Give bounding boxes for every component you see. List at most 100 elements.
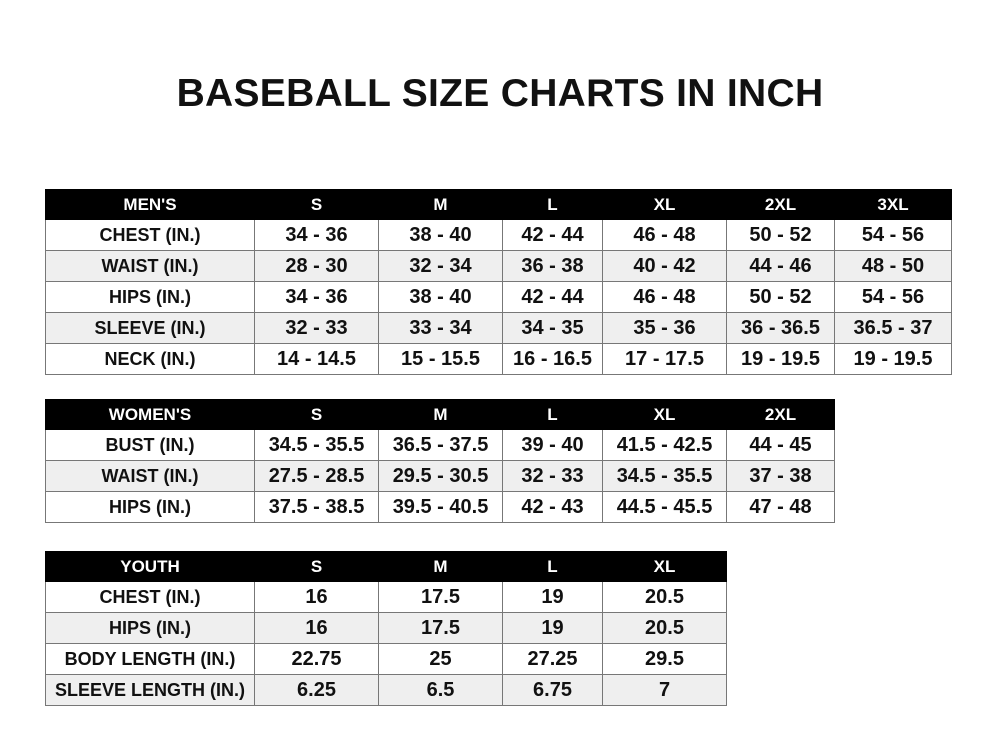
size-value-cell: 47 - 48 xyxy=(726,491,835,523)
size-value-cell: 44 - 45 xyxy=(726,429,835,461)
size-value-cell: 36 - 38 xyxy=(502,250,603,282)
size-value-cell: 17 - 17.5 xyxy=(602,343,727,375)
size-value-cell: 42 - 44 xyxy=(502,281,603,313)
table-row: NECK (IN.) 14 - 14.5 15 - 15.5 16 - 16.5 17 … xyxy=(45,343,952,375)
size-value-cell: 37.5 - 38.5 xyxy=(254,491,379,523)
category-header: WOMEN'S xyxy=(45,399,255,430)
youth-size-table: YOUTH S M L XL CHEST (IN.) 16 17.5 19 20.5 HIPS (I… xyxy=(45,551,727,706)
size-header: L xyxy=(502,399,603,430)
size-value-cell: 28 - 30 xyxy=(254,250,379,282)
size-value-cell: 46 - 48 xyxy=(602,281,727,313)
header-row: MEN'S S M L XL 2XL 3XL xyxy=(45,189,952,220)
measurement-label: SLEEVE LENGTH (IN.) xyxy=(45,674,255,706)
size-header: S xyxy=(254,189,379,220)
size-value-cell: 36 - 36.5 xyxy=(726,312,835,344)
women-size-table: WOMEN'S S M L XL 2XL BUST (IN.) 34.5 - 35.5 36.5… xyxy=(45,399,835,523)
table-row: HIPS (IN.) 37.5 - 38.5 39.5 - 40.5 42 - 43 4… xyxy=(45,491,835,523)
size-value-cell: 32 - 33 xyxy=(254,312,379,344)
size-header: S xyxy=(254,551,379,582)
category-header: MEN'S xyxy=(45,189,255,220)
page-title: BASEBALL SIZE CHARTS IN INCH xyxy=(176,72,824,115)
size-value-cell: 34 - 36 xyxy=(254,281,379,313)
table-row: CHEST (IN.) 16 17.5 19 20.5 xyxy=(45,581,727,613)
size-value-cell: 34.5 - 35.5 xyxy=(602,460,727,492)
size-value-cell: 14 - 14.5 xyxy=(254,343,379,375)
size-value-cell: 44 - 46 xyxy=(726,250,835,282)
size-value-cell: 19 xyxy=(502,581,603,613)
size-value-cell: 34 - 36 xyxy=(254,219,379,251)
table-row: WAIST (IN.) 27.5 - 28.5 29.5 - 30.5 32 - 33… xyxy=(45,460,835,492)
size-value-cell: 6.25 xyxy=(254,674,379,706)
size-value-cell: 36.5 - 37.5 xyxy=(378,429,503,461)
size-value-cell: 40 - 42 xyxy=(602,250,727,282)
table-row: BUST (IN.) 34.5 - 35.5 36.5 - 37.5 39 - 40 4… xyxy=(45,429,835,461)
size-value-cell: 16 xyxy=(254,581,379,613)
size-value-cell: 19 xyxy=(502,612,603,644)
category-header: YOUTH xyxy=(45,551,255,582)
size-value-cell: 6.75 xyxy=(502,674,603,706)
size-value-cell: 44.5 - 45.5 xyxy=(602,491,727,523)
size-value-cell: 38 - 40 xyxy=(378,219,503,251)
header-row: WOMEN'S S M L XL 2XL xyxy=(45,399,835,430)
size-value-cell: 16 xyxy=(254,612,379,644)
size-value-cell: 17.5 xyxy=(378,612,503,644)
size-value-cell: 34 - 35 xyxy=(502,312,603,344)
table-row: HIPS (IN.) 34 - 36 38 - 40 42 - 44 46 - 48 50… xyxy=(45,281,952,313)
measurement-label: CHEST (IN.) xyxy=(45,581,255,613)
size-value-cell: 54 - 56 xyxy=(834,281,952,313)
measurement-label: NECK (IN.) xyxy=(45,343,255,375)
size-value-cell: 7 xyxy=(602,674,727,706)
table-row: HIPS (IN.) 16 17.5 19 20.5 xyxy=(45,612,727,644)
size-value-cell: 20.5 xyxy=(602,581,727,613)
size-value-cell: 39 - 40 xyxy=(502,429,603,461)
measurement-label: BUST (IN.) xyxy=(45,429,255,461)
men-size-table: MEN'S S M L XL 2XL 3XL CHEST (IN.) 34 - 36 38 - 4… xyxy=(45,189,952,375)
size-value-cell: 37 - 38 xyxy=(726,460,835,492)
size-value-cell: 38 - 40 xyxy=(378,281,503,313)
size-header: M xyxy=(378,551,503,582)
size-value-cell: 27.5 - 28.5 xyxy=(254,460,379,492)
size-value-cell: 54 - 56 xyxy=(834,219,952,251)
size-value-cell: 39.5 - 40.5 xyxy=(378,491,503,523)
measurement-label: WAIST (IN.) xyxy=(45,460,255,492)
size-value-cell: 35 - 36 xyxy=(602,312,727,344)
size-value-cell: 20.5 xyxy=(602,612,727,644)
measurement-label: SLEEVE (IN.) xyxy=(45,312,255,344)
measurement-label: CHEST (IN.) xyxy=(45,219,255,251)
size-value-cell: 32 - 33 xyxy=(502,460,603,492)
size-value-cell: 42 - 44 xyxy=(502,219,603,251)
size-value-cell: 32 - 34 xyxy=(378,250,503,282)
size-value-cell: 36.5 - 37 xyxy=(834,312,952,344)
size-value-cell: 29.5 xyxy=(602,643,727,675)
size-header: 3XL xyxy=(834,189,952,220)
table-row: BODY LENGTH (IN.) 22.75 25 27.25 29.5 xyxy=(45,643,727,675)
size-value-cell: 34.5 - 35.5 xyxy=(254,429,379,461)
size-header: XL xyxy=(602,551,727,582)
size-value-cell: 33 - 34 xyxy=(378,312,503,344)
size-value-cell: 15 - 15.5 xyxy=(378,343,503,375)
size-header: M xyxy=(378,189,503,220)
size-value-cell: 50 - 52 xyxy=(726,281,835,313)
table-row: WAIST (IN.) 28 - 30 32 - 34 36 - 38 40 - 42 4… xyxy=(45,250,952,282)
header-row: YOUTH S M L XL xyxy=(45,551,727,582)
size-value-cell: 42 - 43 xyxy=(502,491,603,523)
size-value-cell: 6.5 xyxy=(378,674,503,706)
size-value-cell: 46 - 48 xyxy=(602,219,727,251)
size-header: L xyxy=(502,189,603,220)
size-header: 2XL xyxy=(726,189,835,220)
size-header: XL xyxy=(602,189,727,220)
size-value-cell: 27.25 xyxy=(502,643,603,675)
size-header: L xyxy=(502,551,603,582)
size-value-cell: 19 - 19.5 xyxy=(834,343,952,375)
size-header: S xyxy=(254,399,379,430)
table-row: SLEEVE (IN.) 32 - 33 33 - 34 34 - 35 35 - 36… xyxy=(45,312,952,344)
size-value-cell: 25 xyxy=(378,643,503,675)
size-header: M xyxy=(378,399,503,430)
size-value-cell: 16 - 16.5 xyxy=(502,343,603,375)
size-value-cell: 29.5 - 30.5 xyxy=(378,460,503,492)
size-value-cell: 50 - 52 xyxy=(726,219,835,251)
size-value-cell: 17.5 xyxy=(378,581,503,613)
size-value-cell: 41.5 - 42.5 xyxy=(602,429,727,461)
measurement-label: BODY LENGTH (IN.) xyxy=(45,643,255,675)
table-row: CHEST (IN.) 34 - 36 38 - 40 42 - 44 46 - 48 5… xyxy=(45,219,952,251)
